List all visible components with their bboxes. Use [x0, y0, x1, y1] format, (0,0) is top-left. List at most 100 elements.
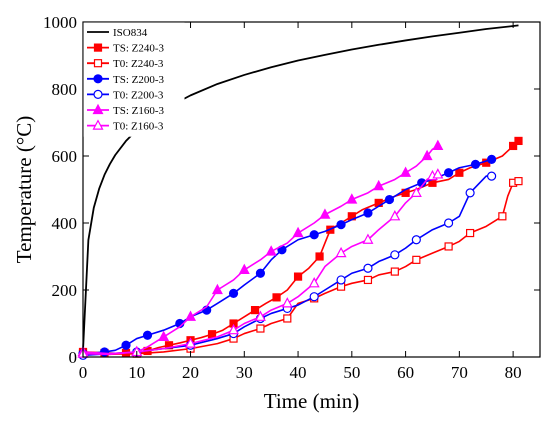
legend-marker	[92, 119, 104, 130]
plot-frame	[82, 21, 541, 358]
data-point	[238, 263, 250, 274]
data-point	[421, 149, 433, 161]
data-point	[158, 330, 170, 341]
data-point	[335, 246, 347, 258]
data-point	[228, 323, 240, 335]
data-point	[455, 168, 464, 177]
data-point	[121, 340, 131, 350]
data-point	[255, 268, 266, 278]
data-point	[293, 272, 303, 281]
data-point	[309, 230, 319, 240]
data-point	[410, 186, 422, 197]
data-point	[432, 139, 444, 151]
series-6	[77, 168, 444, 358]
data-point	[487, 154, 497, 164]
series-line	[82, 175, 492, 357]
x-tick-label: 0	[79, 363, 88, 382]
series-4	[78, 171, 497, 360]
legend-item: TS: Z160-3	[87, 103, 165, 117]
x-tick-label: 20	[182, 363, 199, 382]
data-point	[400, 166, 412, 177]
data-point	[432, 168, 444, 179]
y-tick-label: 600	[52, 147, 78, 166]
data-point	[363, 275, 373, 285]
y-tick-label: 0	[69, 348, 78, 367]
data-point	[292, 226, 304, 238]
data-point	[362, 233, 374, 244]
data-point	[164, 341, 174, 350]
data-point	[336, 275, 346, 285]
data-point	[444, 218, 454, 228]
legend: ISO834 TS: Z240-3 T0: Z240-3 TS: Z200-3 T0: …	[83, 22, 185, 137]
y-tick-label: 400	[52, 214, 78, 233]
series-line	[82, 24, 519, 351]
data-point	[315, 252, 324, 261]
x-tick-label: 50	[343, 363, 360, 382]
y-tick-label: 1000	[43, 13, 77, 32]
legend-item: T0: Z160-3	[87, 119, 164, 133]
legend-item: T0: Z200-3	[87, 89, 164, 101]
series-2	[78, 177, 523, 358]
series-5	[77, 139, 444, 357]
x-tick-label: 10	[128, 363, 145, 382]
data-point	[142, 330, 153, 340]
legend-label: T0: Z200-3	[113, 89, 164, 101]
legend-label: T0: Z160-3	[113, 121, 164, 133]
legend-label: TS: Z160-3	[113, 105, 165, 117]
legend-label: TS: Z240-3	[113, 43, 165, 55]
data-point	[272, 293, 281, 302]
data-point	[465, 188, 475, 198]
legend-label: TS: Z200-3	[113, 74, 165, 86]
data-point	[412, 255, 421, 264]
data-point	[390, 250, 400, 260]
data-point	[308, 277, 320, 288]
x-tick-label: 40	[290, 363, 307, 382]
legend-item: T0: Z240-3	[87, 58, 164, 70]
legend-marker	[93, 43, 103, 52]
legend-item: TS: Z200-3	[87, 74, 165, 86]
legend-item: ISO834	[87, 27, 148, 39]
y-tick-label: 800	[52, 80, 78, 99]
data-point	[373, 179, 385, 191]
y-tick-label: 200	[52, 281, 78, 300]
data-point	[444, 168, 454, 178]
y-axis-title: Temperature (°C)	[12, 116, 36, 263]
data-point	[185, 310, 197, 321]
data-point	[411, 235, 421, 245]
legend-marker	[92, 103, 104, 115]
legend-item: TS: Z240-3	[87, 43, 165, 55]
data-point	[470, 159, 481, 169]
legend-marker	[93, 74, 103, 84]
data-point	[389, 210, 401, 221]
data-point	[309, 292, 319, 302]
data-point	[487, 171, 497, 181]
series-0	[82, 24, 519, 351]
data-point	[444, 242, 453, 251]
data-point	[256, 324, 265, 333]
data-point	[514, 177, 523, 186]
legend-label: T0: Z240-3	[113, 58, 164, 70]
data-point	[207, 330, 217, 339]
legend-box	[83, 22, 185, 137]
x-tick-label: 60	[397, 363, 414, 382]
data-point	[228, 288, 239, 298]
series-line	[82, 158, 492, 355]
data-point	[384, 194, 395, 205]
data-point	[466, 228, 475, 238]
x-tick-label: 30	[236, 363, 253, 382]
series-line	[82, 180, 519, 356]
data-point	[363, 208, 373, 218]
data-point	[254, 310, 266, 321]
data-point	[498, 212, 507, 221]
data-point	[390, 267, 399, 276]
data-point	[283, 314, 292, 323]
legend-marker	[93, 59, 103, 68]
x-tick-label: 80	[505, 363, 522, 382]
data-point	[346, 193, 358, 204]
data-point	[211, 283, 223, 295]
x-axis-title: Time (min)	[264, 389, 359, 413]
legend-label: ISO834	[113, 27, 148, 39]
data-point	[265, 245, 277, 256]
data-point	[509, 141, 518, 151]
